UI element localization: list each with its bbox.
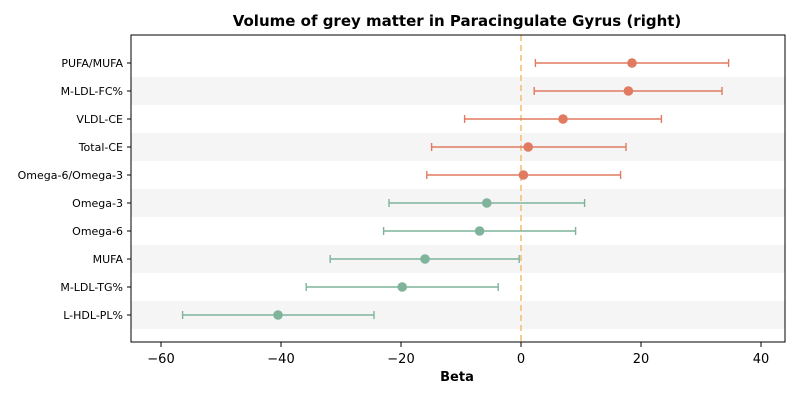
x-tick-label: −60	[147, 352, 174, 367]
y-tick-label: Omega-6/Omega-3	[18, 169, 123, 182]
plot-marks	[181, 58, 730, 320]
plot-frame	[130, 34, 786, 343]
point-estimate	[523, 142, 533, 152]
point-estimate	[397, 282, 408, 292]
estimate-m-ldl-fc-	[533, 86, 723, 96]
point-estimate	[482, 198, 492, 208]
y-tick-label: Omega-6	[72, 225, 123, 238]
point-estimate	[623, 86, 634, 96]
x-tick-label: 20	[633, 352, 650, 367]
estimate-vldl-ce	[463, 114, 663, 124]
y-tick-label: M-LDL-FC%	[61, 85, 123, 98]
y-tick-label: VLDL-CE	[76, 113, 123, 126]
estimate-omega-6	[382, 226, 577, 236]
estimate-l-hdl-pl-	[181, 310, 375, 320]
estimate-pufa-mufa	[534, 58, 730, 68]
estimate-m-ldl-tg-	[305, 282, 499, 292]
x-axis-ticks: −60 −40 −20 0 20 40	[147, 342, 769, 367]
y-tick-label: M-LDL-TG%	[60, 281, 123, 294]
y-tick-label: Omega-3	[72, 197, 123, 210]
point-estimate	[558, 114, 568, 124]
y-tick-label: MUFA	[93, 253, 124, 266]
point-estimate	[474, 226, 485, 236]
estimate-omega-3	[388, 198, 586, 208]
point-estimate	[420, 254, 430, 264]
chart-title: Volume of grey matter in Paracingulate G…	[233, 12, 682, 30]
x-tick-label: −20	[387, 352, 414, 367]
y-axis-labels: PUFA/MUFA M-LDL-FC% VLDL-CE Total-CE Omega-6…	[18, 57, 131, 322]
x-axis-label: Beta	[440, 370, 474, 385]
x-tick-label: 40	[753, 352, 770, 367]
estimate-mufa	[329, 254, 520, 264]
point-estimate	[627, 58, 637, 68]
y-tick-label: L-HDL-PL%	[63, 309, 123, 322]
y-tick-label: PUFA/MUFA	[61, 57, 123, 70]
y-tick-label: Total-CE	[78, 141, 123, 154]
estimate-total-ce	[430, 142, 627, 152]
x-tick-label: 0	[517, 352, 525, 367]
x-tick-label: −40	[267, 352, 294, 367]
point-estimate	[518, 170, 529, 180]
estimate-omega-6-omega-3	[426, 170, 622, 180]
point-estimate	[273, 310, 283, 320]
